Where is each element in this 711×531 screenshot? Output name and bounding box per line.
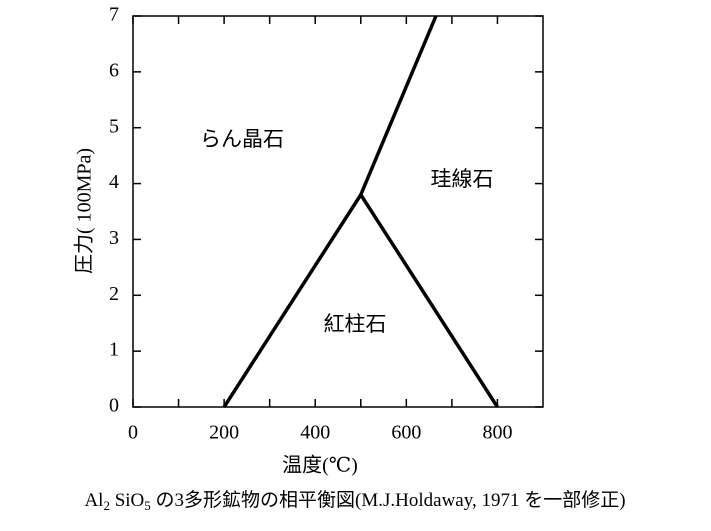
phase-boundary: [359, 15, 438, 196]
plot-frame: [132, 15, 544, 408]
caption-sub: 2: [103, 498, 110, 513]
x-tick-label: 0: [128, 422, 138, 444]
x-tick-label: 800: [482, 422, 512, 444]
phase-boundary: [222, 193, 363, 408]
caption-part: SiO: [110, 490, 144, 511]
phase-boundary: [359, 193, 499, 408]
y-tick-label: 0: [109, 395, 119, 417]
y-tick-label: 4: [109, 171, 119, 193]
x-tick-label: 200: [209, 422, 239, 444]
region-label: 紅柱石: [324, 312, 387, 336]
y-tick-label: 7: [109, 4, 119, 26]
y-tick-label: 2: [109, 283, 119, 305]
y-tick-label: 3: [109, 227, 119, 249]
caption-sub: 5: [144, 498, 151, 513]
x-axis-label: 温度(℃): [282, 454, 358, 477]
region-label: 珪線石: [431, 167, 494, 191]
y-tick-label: 5: [109, 115, 119, 137]
caption: Al2 SiO5 の3多形鉱物の相平衡図(M.J.Holdaway, 1971 …: [84, 489, 625, 513]
region-label: らん晶石: [200, 127, 284, 151]
y-axis-label: 圧力( 100MPa): [73, 148, 96, 274]
caption-part: の3多形鉱物の相平衡図(M.J.Holdaway, 1971 を一部修正): [151, 489, 626, 511]
caption-part: Al: [84, 490, 103, 511]
x-tick-label: 400: [300, 422, 330, 444]
y-tick-label: 6: [109, 59, 119, 81]
y-tick-label: 1: [109, 339, 119, 361]
x-tick-label: 600: [391, 422, 421, 444]
